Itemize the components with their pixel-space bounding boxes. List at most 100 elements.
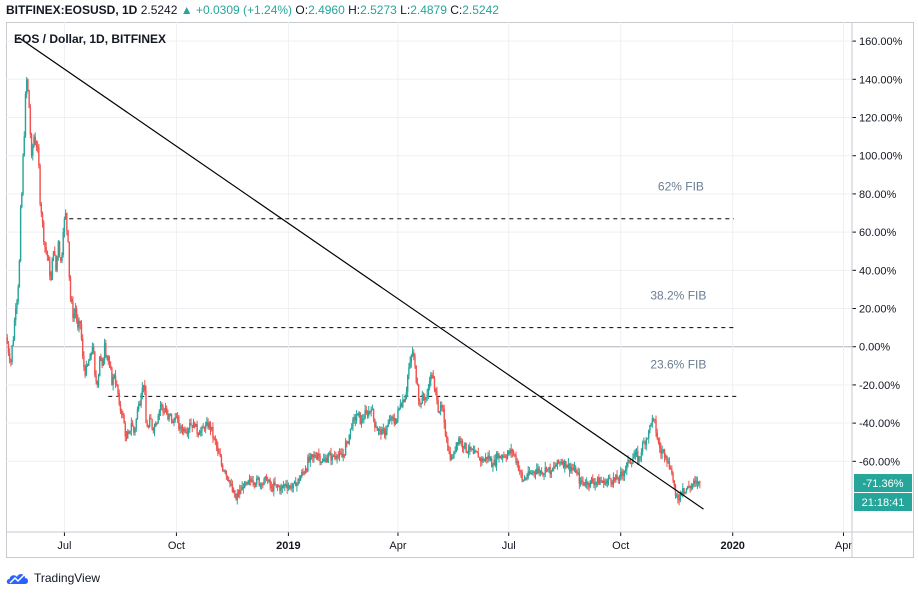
candle-body (323, 459, 325, 462)
candle-body (184, 428, 186, 431)
candle-body (676, 495, 678, 497)
candle-body (49, 260, 51, 277)
candle-body (417, 384, 420, 402)
candle-body (413, 352, 415, 357)
candle-body (260, 483, 263, 485)
candle-body (258, 477, 260, 486)
candle-body (316, 453, 319, 459)
candle-body (610, 478, 612, 483)
candle-body (495, 453, 498, 466)
candle-body (187, 429, 190, 434)
candle-body (501, 455, 504, 458)
candle-body (64, 213, 67, 219)
candle-body (247, 480, 249, 485)
candle-body (672, 473, 674, 481)
candle-body (536, 468, 538, 474)
candle-body (13, 320, 16, 340)
candle-body (18, 260, 21, 287)
candle-body (35, 144, 38, 147)
candle-body (299, 476, 302, 481)
candle-body (263, 478, 265, 485)
x-tick-label: 2019 (276, 540, 300, 552)
candle-body (556, 459, 559, 466)
candle-body (148, 417, 151, 427)
candle-body (337, 455, 340, 457)
candle-body (651, 418, 654, 424)
candle-body (584, 484, 587, 486)
candle-body (204, 425, 207, 429)
candle-body (662, 449, 665, 451)
candle-body (296, 484, 298, 487)
x-tick-label: Oct (168, 540, 185, 552)
candle-body (176, 416, 179, 418)
candle-body (665, 455, 667, 458)
candle-body (157, 415, 159, 424)
candle-body (497, 453, 499, 458)
candle-body (327, 455, 330, 458)
candle-body (494, 459, 497, 466)
candle-body (529, 472, 532, 474)
candle-body (335, 456, 337, 459)
trend-line[interactable] (17, 36, 704, 510)
candle-body (368, 411, 370, 416)
price-chart[interactable]: 160.00% 140.00% 120.00% 100.00% 80.00% 60.00%… (6, 22, 914, 558)
candle-body (601, 481, 604, 483)
candle-body (122, 413, 124, 416)
candle-body (618, 476, 621, 480)
candle-body (106, 356, 108, 358)
candle-body (622, 474, 624, 476)
candle-body (11, 345, 13, 362)
candle-body (691, 484, 694, 487)
candle-body (441, 405, 443, 408)
candle-body (94, 352, 96, 376)
candle-body (499, 455, 501, 459)
candle-body (442, 407, 444, 409)
candle-body (58, 241, 61, 258)
candle-body (239, 489, 241, 495)
candle-body (542, 472, 544, 475)
close-value: 2.5242 (462, 3, 499, 17)
candle-body (282, 485, 285, 487)
candle-body (455, 442, 458, 452)
candle-body (570, 467, 572, 472)
candle-body (268, 479, 270, 482)
candle-body (163, 411, 165, 413)
candle-body (248, 479, 251, 481)
countdown-text: 21:18:41 (862, 497, 905, 509)
candle-body (226, 475, 229, 481)
x-tick-label: 2020 (720, 540, 744, 552)
candle-body (8, 353, 11, 361)
x-tick-label: Apr (835, 540, 852, 552)
candle-body (465, 442, 467, 452)
candle-body (331, 455, 333, 461)
candle-body (142, 384, 145, 388)
candle-body (638, 457, 640, 463)
candle-body (467, 449, 470, 453)
candle-body (637, 450, 639, 463)
footer: TradingView (6, 568, 100, 588)
candle-body (19, 207, 22, 261)
candle-body (363, 418, 365, 420)
candle-body (666, 455, 668, 463)
candle-body (498, 455, 500, 458)
candle-body (424, 397, 426, 401)
candle-body (228, 480, 230, 482)
candle-body (124, 423, 126, 437)
candle-body (147, 426, 150, 428)
candle-body (493, 459, 495, 466)
candle-body (470, 446, 472, 450)
candle-body (43, 222, 45, 242)
candle-body (206, 421, 208, 426)
candle-body (544, 467, 546, 475)
brand-name[interactable]: TradingView (34, 571, 101, 585)
candle-body (309, 455, 312, 462)
candle-body (678, 499, 680, 501)
candle-body (297, 478, 299, 485)
candle-body (265, 476, 268, 481)
candle-body (471, 449, 473, 451)
candle-body (243, 482, 246, 489)
candle-body (162, 405, 164, 412)
candle-body (324, 458, 326, 460)
candle-body (178, 416, 180, 429)
trend-layer[interactable] (17, 36, 704, 510)
